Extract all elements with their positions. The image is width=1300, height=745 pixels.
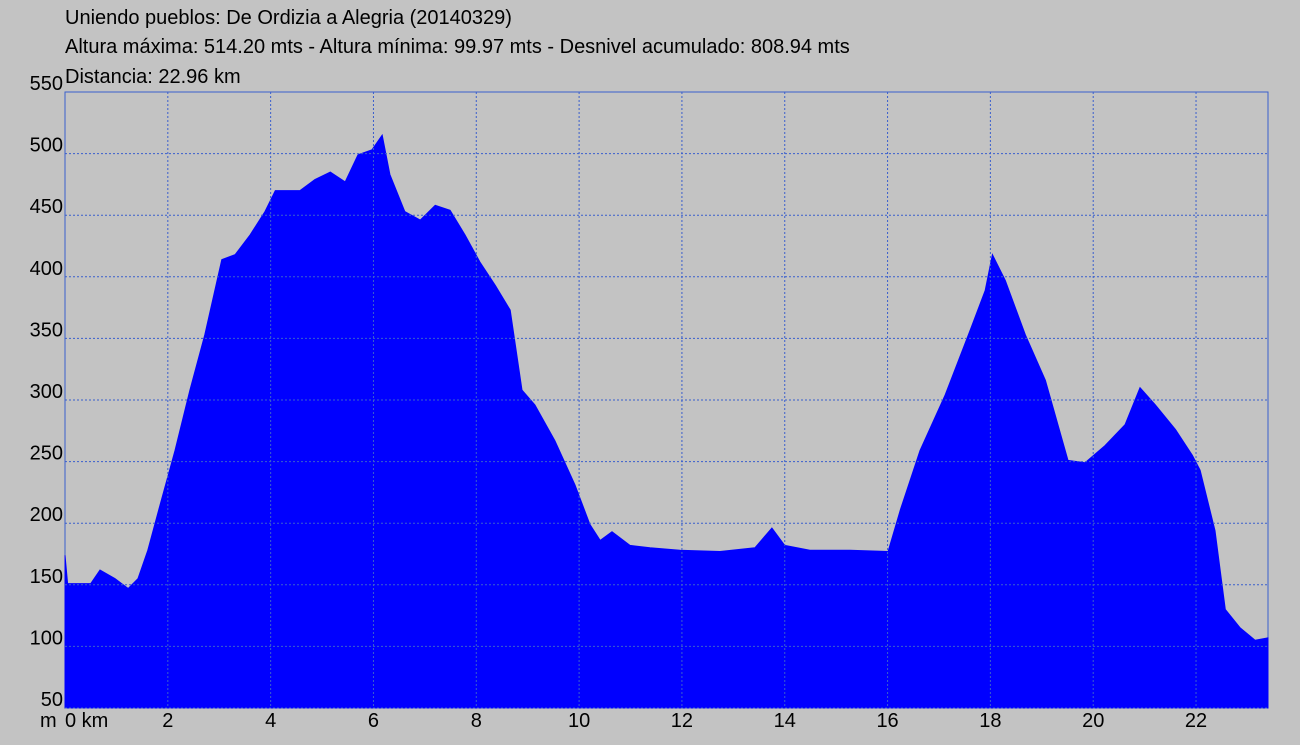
x-tick-label: 16 [876,710,898,732]
chart-title: Uniendo pueblos: De Ordizia a Alegria (2… [65,7,512,29]
x-tick-label: 6 [368,710,379,732]
y-tick-label: 400 [30,258,63,280]
x-tick-label: 4 [265,710,276,732]
x-tick-label: 12 [671,710,693,732]
y-tick-label: 350 [30,319,63,341]
y-tick-label: 500 [30,135,63,157]
x-tick-label: 0 km [65,710,108,732]
elevation-area [64,133,1269,709]
y-axis-label: m [40,710,57,732]
x-tick-label: 22 [1185,710,1207,732]
x-tick-label: 10 [568,710,590,732]
y-tick-label: 450 [30,196,63,218]
x-tick-label: 8 [471,710,482,732]
x-tick-label: 2 [162,710,173,732]
x-tick-label: 14 [774,710,796,732]
y-tick-label: 50 [41,689,63,711]
y-tick-label: 200 [30,504,63,526]
chart-subtitle: Altura máxima: 514.20 mts - Altura mínim… [65,36,850,58]
y-tick-label: 150 [30,566,63,588]
x-tick-label: 18 [979,710,1001,732]
y-tick-label: 250 [30,443,63,465]
y-tick-label: 550 [30,73,63,95]
y-tick-label: 300 [30,381,63,403]
y-tick-label: 100 [30,627,63,649]
x-tick-label: 20 [1082,710,1104,732]
distance-label: Distancia: 22.96 km [65,66,241,88]
